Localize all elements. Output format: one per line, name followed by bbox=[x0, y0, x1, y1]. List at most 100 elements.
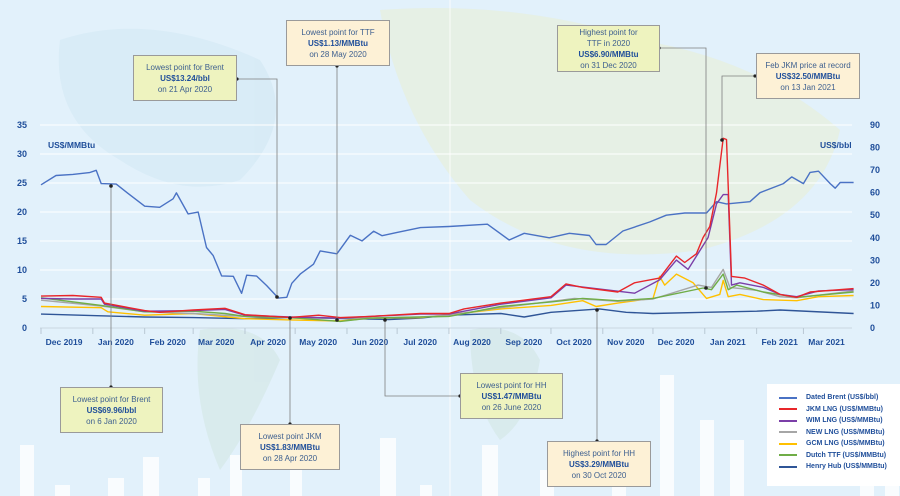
annotation-brent-jan: Lowest point for Brent US$69.96/bbl on 6… bbox=[60, 387, 163, 433]
legend: Dated Brent (US$/bbl) JKM LNG (US$/MMBtu… bbox=[767, 384, 900, 486]
annotation-brent-low: Lowest point for Brent US$13.24/bbl on 2… bbox=[133, 55, 237, 101]
annotation-date: on 28 Apr 2020 bbox=[262, 453, 318, 463]
x-tick-label: Aug 2020 bbox=[453, 337, 491, 347]
left-tick-label: 30 bbox=[17, 149, 27, 159]
legend-label: GCM LNG (US$/MMBtu) bbox=[806, 440, 885, 448]
x-tick-label: Jan 2020 bbox=[98, 337, 134, 347]
x-tick-label: Jun 2020 bbox=[352, 337, 389, 347]
decorative-bar bbox=[55, 485, 70, 496]
series-lines bbox=[40, 137, 854, 323]
left-tick-label: 35 bbox=[17, 120, 27, 130]
right-tick-label: 50 bbox=[870, 210, 880, 220]
annotation-value: US$1.83/MMBtu bbox=[259, 442, 320, 452]
annotation-leaders bbox=[110, 47, 755, 441]
annotation-date: on 30 Oct 2020 bbox=[571, 470, 627, 480]
annotation-date: on 6 Jan 2020 bbox=[86, 416, 137, 426]
right-tick-label: 40 bbox=[870, 233, 880, 243]
decorative-bar bbox=[420, 485, 432, 496]
x-tick-label: Mar 2021 bbox=[808, 337, 845, 347]
annotation-value: US$13.24/bbl bbox=[160, 73, 210, 83]
legend-swatch bbox=[779, 454, 797, 457]
right-tick-label: 20 bbox=[870, 278, 880, 288]
legend-swatch bbox=[779, 408, 797, 411]
decorative-bar bbox=[482, 445, 498, 496]
annotation-date: on 13 Jan 2021 bbox=[780, 82, 836, 92]
decorative-bar bbox=[108, 478, 124, 496]
legend-swatch bbox=[779, 419, 797, 422]
annotation-value: US$1.47/MMBtu bbox=[481, 391, 542, 401]
decorative-bar bbox=[700, 420, 714, 496]
right-axis: 0 10 20 30 40 50 60 70 80 90 bbox=[870, 120, 880, 333]
right-tick-label: 10 bbox=[870, 300, 880, 310]
right-axis-label: US$/bbl bbox=[820, 140, 852, 150]
right-tick-label: 30 bbox=[870, 255, 880, 265]
legend-item-wim: WIM LNG (US$/MMBtu) bbox=[779, 415, 900, 427]
x-tick-label: Feb 2021 bbox=[761, 337, 798, 347]
x-tick-label: May 2020 bbox=[299, 337, 337, 347]
right-tick-label: 80 bbox=[870, 143, 880, 153]
legend-item-jkm: JKM LNG (US$/MMBtu) bbox=[779, 404, 900, 416]
left-tick-label: 25 bbox=[17, 178, 27, 188]
x-tick-label: Nov 2020 bbox=[607, 337, 645, 347]
left-tick-label: 15 bbox=[17, 236, 27, 246]
series-line-new bbox=[40, 268, 854, 319]
legend-label: JKM LNG (US$/MMBtu) bbox=[806, 405, 883, 413]
annotation-jkm-record: Feb JKM price at record US$32.50/MMBtu o… bbox=[756, 53, 860, 99]
legend-swatch bbox=[779, 396, 797, 399]
annotation-date: on 21 Apr 2020 bbox=[157, 84, 213, 94]
annotation-date: on 28 May 2020 bbox=[309, 49, 367, 59]
series-line-dated bbox=[40, 169, 854, 299]
x-axis: Dec 2019 Jan 2020 Feb 2020 Mar 2020 Apr 2020… bbox=[40, 327, 852, 347]
right-tick-label: 90 bbox=[870, 120, 880, 130]
series-line-dutch bbox=[40, 273, 854, 323]
x-tick-label: Jul 2020 bbox=[403, 337, 437, 347]
legend-swatch bbox=[779, 431, 797, 434]
decorative-bar bbox=[20, 445, 34, 496]
annotation-text-2: TTF in 2020 bbox=[586, 38, 631, 48]
annotation-ttf-low: Lowest point for TTF US$1.13/MMBtu on 28… bbox=[286, 20, 390, 66]
annotation-text: Lowest point JKM bbox=[258, 431, 322, 441]
x-tick-label: Dec 2020 bbox=[658, 337, 695, 347]
annotation-value: US$3.29/MMBtu bbox=[568, 459, 629, 469]
left-tick-label: 0 bbox=[22, 323, 27, 333]
annotation-text: Lowest point for Brent bbox=[146, 62, 224, 72]
annotation-value: US$69.96/bbl bbox=[86, 405, 137, 415]
annotation-hh-low: Lowest point for HH US$1.47/MMBtu on 26 … bbox=[460, 373, 563, 419]
right-tick-label: 0 bbox=[870, 323, 875, 333]
annotation-hh-high: Highest point for HH US$3.29/MMBtu on 30… bbox=[547, 441, 651, 487]
x-tick-label: Mar 2020 bbox=[198, 337, 235, 347]
decorative-bar bbox=[730, 440, 744, 496]
annotation-text: Highest point for HH bbox=[562, 448, 636, 458]
annotation-value: US$6.90/MMBtu bbox=[578, 49, 639, 59]
x-tick-label: Dec 2019 bbox=[46, 337, 83, 347]
decorative-bar bbox=[380, 438, 396, 496]
legend-swatch bbox=[779, 465, 797, 468]
series-line-jkm bbox=[40, 137, 854, 319]
annotation-jkm-low: Lowest point JKM US$1.83/MMBtu on 28 Apr… bbox=[240, 424, 340, 470]
decorative-bar bbox=[230, 455, 242, 496]
annotation-date: on 31 Dec 2020 bbox=[580, 60, 637, 70]
legend-item-ttf: Dutch TTF (US$/MMBtu) bbox=[779, 450, 900, 462]
legend-label: WIM LNG (US$/MMBtu) bbox=[806, 417, 883, 425]
decorative-bar bbox=[143, 457, 159, 496]
x-tick-label: Jan 2021 bbox=[710, 337, 746, 347]
legend-item-new: NEW LNG (US$/MMBtu) bbox=[779, 427, 900, 439]
legend-label: Henry Hub (US$/MMBtu) bbox=[806, 463, 887, 471]
x-tick-label: Sep 2020 bbox=[505, 337, 542, 347]
legend-swatch bbox=[779, 442, 797, 445]
x-tick-label: Oct 2020 bbox=[556, 337, 592, 347]
annotation-text: Highest point for bbox=[579, 27, 638, 37]
annotation-text: Lowest point for Brent bbox=[72, 394, 151, 404]
left-tick-label: 5 bbox=[22, 294, 27, 304]
x-tick-label: Apr 2020 bbox=[250, 337, 286, 347]
annotation-date: on 26 June 2020 bbox=[481, 402, 542, 412]
right-tick-label: 70 bbox=[870, 165, 880, 175]
legend-label: Dutch TTF (US$/MMBtu) bbox=[806, 451, 887, 459]
annotation-value: US$1.13/MMBtu bbox=[307, 38, 368, 48]
decorative-bar bbox=[198, 478, 210, 496]
annotation-text: Lowest point for HH bbox=[476, 380, 547, 390]
left-tick-label: 20 bbox=[17, 207, 27, 217]
annotation-value: US$32.50/MMBtu bbox=[775, 71, 841, 81]
annotation-ttf-high: Highest point for TTF in 2020 US$6.90/MM… bbox=[557, 25, 660, 72]
decorative-bar bbox=[290, 470, 302, 496]
